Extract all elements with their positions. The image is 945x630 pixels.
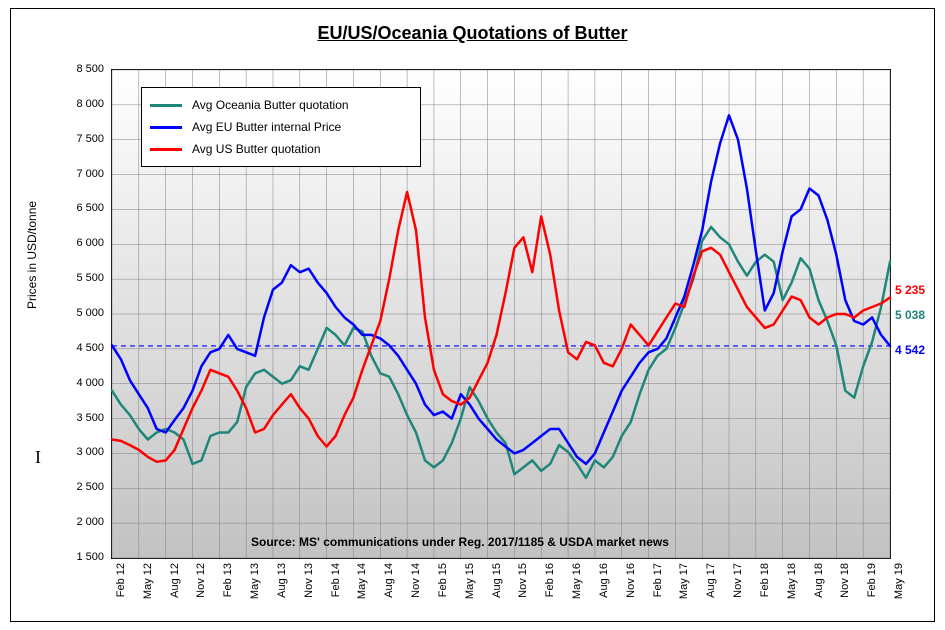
x-tick: May 14	[356, 563, 368, 599]
x-tick: May 13	[249, 563, 261, 599]
legend-swatch-oceania	[150, 104, 182, 107]
x-tick: Nov 17	[732, 563, 744, 598]
y-tick: 8 500	[59, 63, 104, 75]
x-tick: May 19	[893, 563, 905, 599]
x-tick: Nov 13	[303, 563, 315, 598]
x-tick: Feb 19	[866, 563, 878, 597]
legend-swatch-eu	[150, 126, 182, 129]
end-label-us: 5 235	[895, 283, 925, 297]
x-tick: Feb 14	[330, 563, 342, 597]
x-tick: May 15	[464, 563, 476, 599]
y-tick: 4 000	[59, 377, 104, 389]
x-tick: Nov 12	[195, 563, 207, 598]
text-cursor-caret: I	[35, 447, 41, 468]
x-tick: Aug 18	[813, 563, 825, 598]
y-tick: 5 500	[59, 272, 104, 284]
legend-swatch-us	[150, 148, 182, 151]
x-tick: Feb 12	[115, 563, 127, 597]
x-tick: Feb 16	[544, 563, 556, 597]
x-tick: May 16	[571, 563, 583, 599]
chart-frame: EU/US/Oceania Quotations of Butter Price…	[10, 8, 935, 622]
x-tick: May 18	[786, 563, 798, 599]
x-tick: Feb 15	[437, 563, 449, 597]
x-tick: Aug 16	[598, 563, 610, 598]
legend-item-oceania: Avg Oceania Butter quotation	[150, 94, 412, 116]
chart-title: EU/US/Oceania Quotations of Butter	[317, 23, 627, 44]
y-tick: 6 500	[59, 202, 104, 214]
x-tick: Feb 18	[759, 563, 771, 597]
y-tick: 2 500	[59, 481, 104, 493]
x-tick: Nov 14	[410, 563, 422, 598]
y-tick: 7 000	[59, 168, 104, 180]
y-tick: 3 000	[59, 446, 104, 458]
x-tick: Feb 13	[222, 563, 234, 597]
y-tick: 3 500	[59, 412, 104, 424]
legend-item-us: Avg US Butter quotation	[150, 138, 412, 160]
legend-label-us: Avg US Butter quotation	[192, 142, 321, 156]
legend: Avg Oceania Butter quotation Avg EU Butt…	[141, 87, 421, 167]
x-tick: Aug 14	[383, 563, 395, 598]
y-tick: 5 000	[59, 307, 104, 319]
x-tick: Nov 18	[839, 563, 851, 598]
x-tick: Aug 13	[276, 563, 288, 598]
legend-label-eu: Avg EU Butter internal Price	[192, 120, 341, 134]
x-tick: Nov 16	[625, 563, 637, 598]
x-tick: Aug 15	[491, 563, 503, 598]
end-label-oceania: 5 038	[895, 308, 925, 322]
y-tick: 4 500	[59, 342, 104, 354]
source-text: Source: MS' communications under Reg. 20…	[251, 535, 669, 549]
legend-label-oceania: Avg Oceania Butter quotation	[192, 98, 349, 112]
y-tick: 8 000	[59, 98, 104, 110]
x-tick: Aug 12	[169, 563, 181, 598]
end-label-eu: 4 542	[895, 343, 925, 357]
y-tick: 2 000	[59, 516, 104, 528]
x-tick: Aug 17	[705, 563, 717, 598]
y-tick: 6 000	[59, 237, 104, 249]
y-tick: 1 500	[59, 551, 104, 563]
legend-item-eu: Avg EU Butter internal Price	[150, 116, 412, 138]
x-tick: Feb 17	[652, 563, 664, 597]
x-tick: Nov 15	[517, 563, 529, 598]
y-axis-label: Prices in USD/tonne	[25, 201, 39, 309]
y-tick: 7 500	[59, 133, 104, 145]
x-tick: May 12	[142, 563, 154, 599]
x-tick: May 17	[678, 563, 690, 599]
